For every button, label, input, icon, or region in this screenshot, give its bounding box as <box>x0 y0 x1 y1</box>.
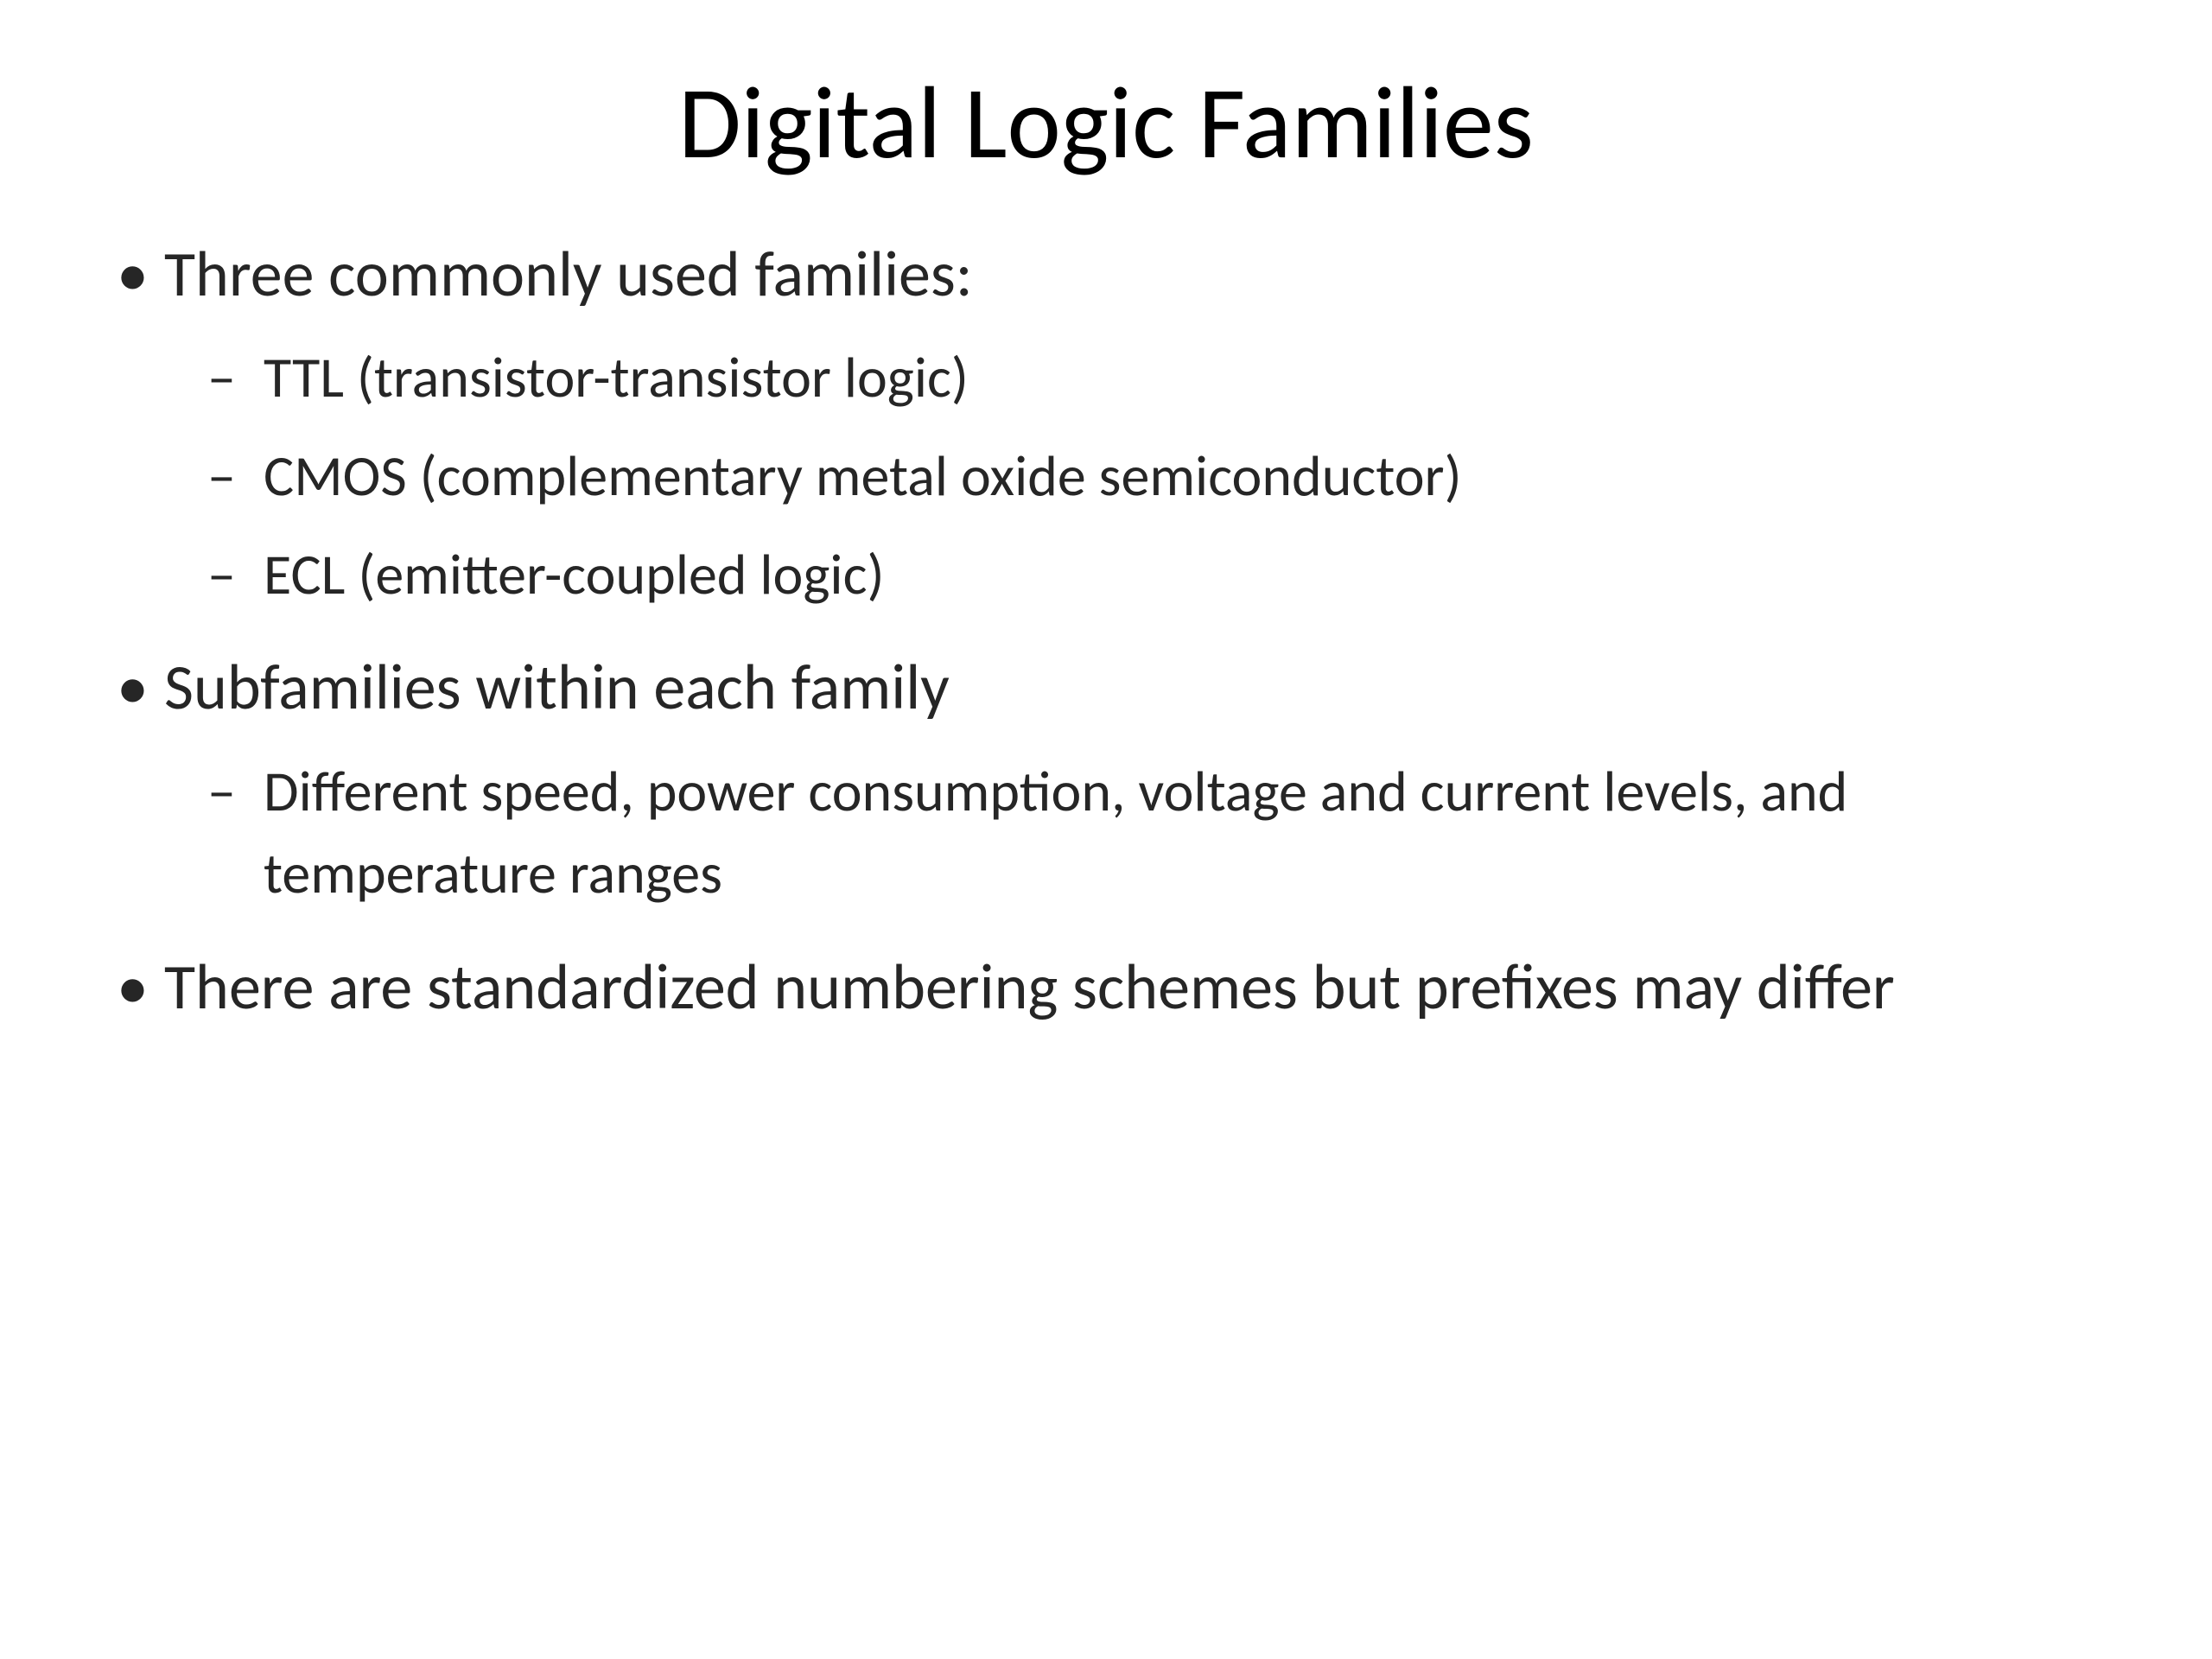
bullet-level-2: – TTL (transistor-transistor logic) <box>207 336 2134 419</box>
bullet-marker-icon: • <box>104 941 164 1033</box>
bullet-level-1: • Subfamilies within each family <box>104 641 2134 734</box>
bullet-level-2: – CMOS (complementary metal oxide semico… <box>207 435 2134 518</box>
bullet-text: ECL (emitter-coupled logic) <box>264 533 2134 616</box>
bullet-level-2: – Different speed, power consumption, vo… <box>207 750 2134 915</box>
bullet-group: • Subfamilies within each family – Diffe… <box>104 641 2134 915</box>
bullet-text: Subfamilies within each family <box>164 641 2134 734</box>
bullet-marker-icon: • <box>104 228 164 321</box>
dash-marker-icon: – <box>207 533 264 616</box>
bullet-level-2: – ECL (emitter-coupled logic) <box>207 533 2134 616</box>
bullet-text: There are standardized numbering schemes… <box>164 941 2134 1033</box>
dash-marker-icon: – <box>207 336 264 419</box>
bullet-level-1: • Three commonly used families: <box>104 228 2134 321</box>
bullet-text: TTL (transistor-transistor logic) <box>264 336 2134 419</box>
bullet-group: • There are standardized numbering schem… <box>104 941 2134 1033</box>
bullet-text: Three commonly used families: <box>164 228 2134 321</box>
dash-marker-icon: – <box>207 435 264 518</box>
bullet-text: Different speed, power consumption, volt… <box>264 750 2134 915</box>
slide-body: • Three commonly used families: – TTL (t… <box>78 228 2134 1033</box>
bullet-text: CMOS (complementary metal oxide semicond… <box>264 435 2134 518</box>
slide-title: Digital Logic Families <box>78 60 2134 185</box>
bullet-marker-icon: • <box>104 641 164 734</box>
bullet-level-1: • There are standardized numbering schem… <box>104 941 2134 1033</box>
bullet-group: • Three commonly used families: – TTL (t… <box>104 228 2134 615</box>
dash-marker-icon: – <box>207 750 264 833</box>
